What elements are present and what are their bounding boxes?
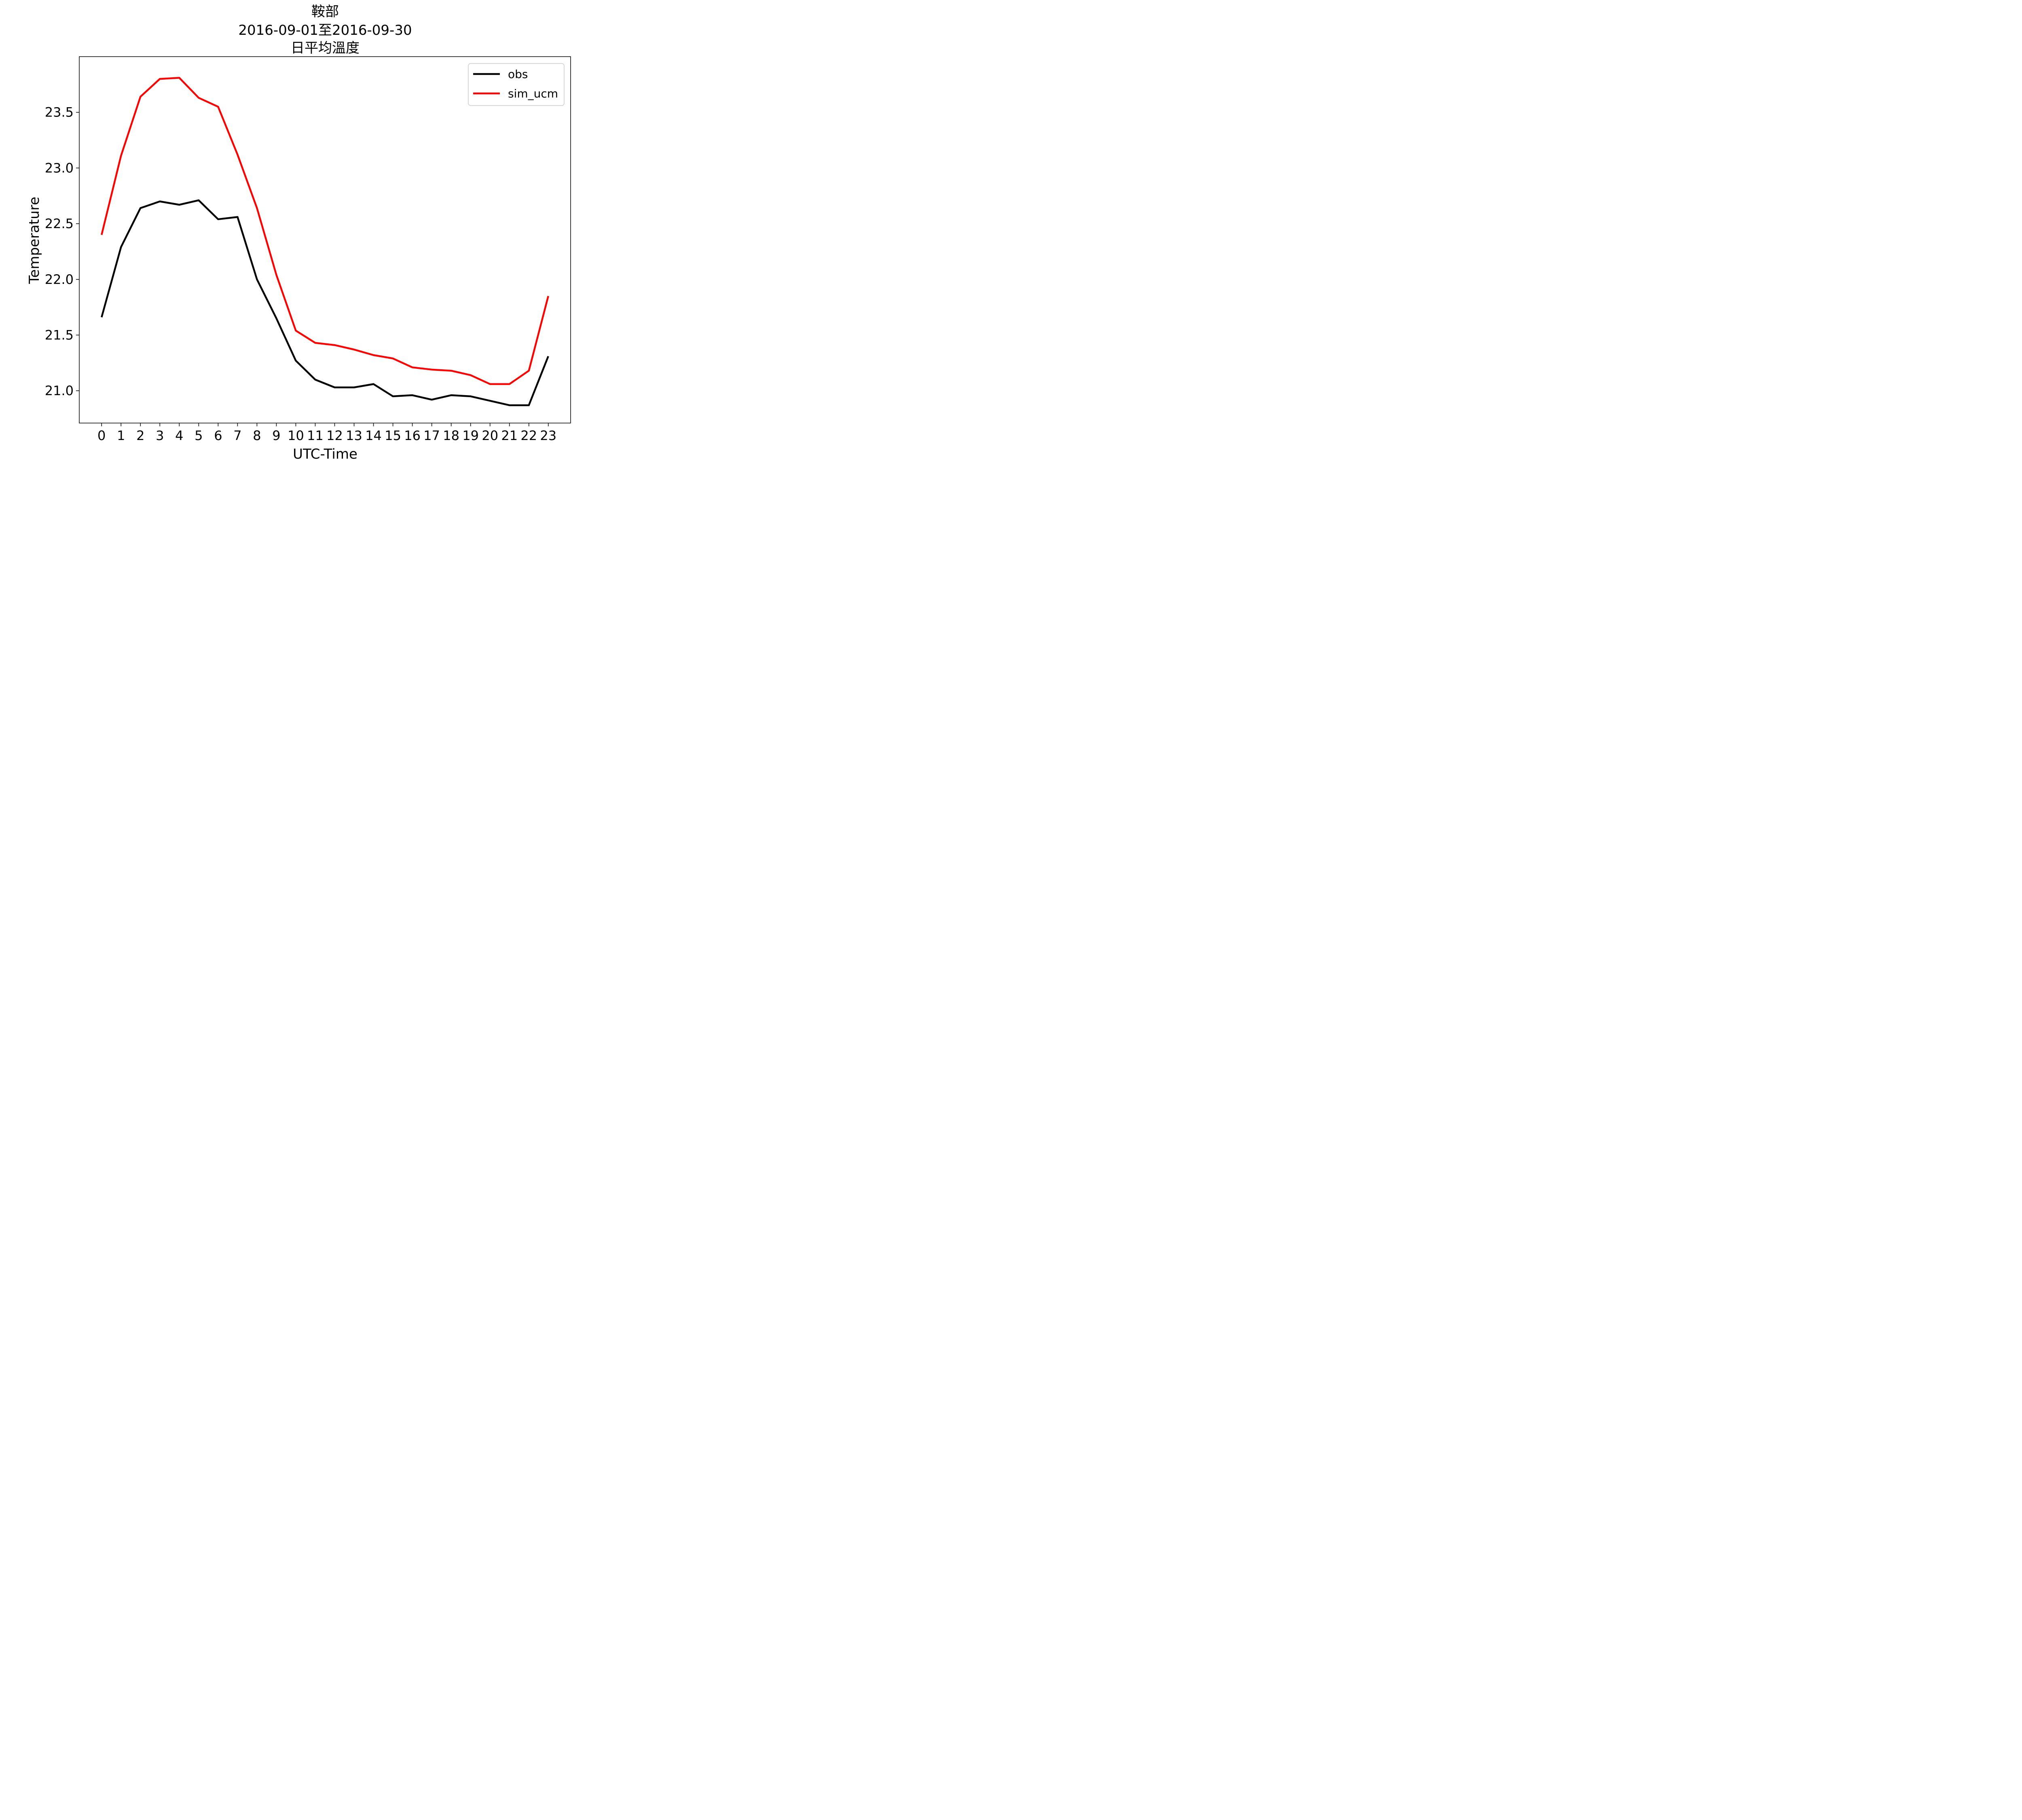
x-tick-label: 1 (117, 428, 125, 443)
x-tick-label: 3 (156, 428, 164, 443)
x-tick-label: 17 (423, 428, 440, 443)
legend-label-sim-ucm: sim_ucm (508, 87, 558, 100)
plot-area (79, 56, 571, 423)
x-tick-label: 0 (97, 428, 106, 443)
x-tick-label: 6 (214, 428, 222, 443)
x-tick-label: 2 (136, 428, 144, 443)
x-tick-label: 19 (462, 428, 479, 443)
x-axis-ticks: 0 1 2 3 4 5 6 7 8 9 10 11 12 13 14 15 16 17 18 19 20 21 22 23 (97, 423, 556, 443)
x-tick-label: 11 (307, 428, 324, 443)
y-tick-label: 22.5 (45, 216, 74, 231)
y-tick-label: 22.0 (45, 272, 74, 287)
y-tick-label: 23.0 (45, 160, 74, 176)
x-tick-label: 4 (175, 428, 183, 443)
chart-title-line-1: 鞍部 (311, 4, 339, 20)
y-axis-label: Temperature (26, 197, 42, 284)
x-tick-label: 5 (195, 428, 203, 443)
x-tick-label: 15 (385, 428, 401, 443)
series-line-obs (101, 199, 549, 406)
series-layer (101, 77, 549, 406)
x-tick-label: 14 (365, 428, 382, 443)
chart-title-line-2: 2016-09-01至2016-09-30 (238, 22, 412, 38)
x-tick-label: 22 (520, 428, 537, 443)
plot-frame (79, 56, 571, 423)
x-tick-label: 16 (404, 428, 421, 443)
x-tick-label: 8 (253, 428, 261, 443)
x-tick-label: 18 (443, 428, 459, 443)
x-tick-label: 9 (272, 428, 280, 443)
legend-label-obs: obs (508, 68, 528, 81)
x-axis-label: UTC-Time (293, 446, 357, 462)
x-tick-label: 23 (540, 428, 556, 443)
x-tick-label: 12 (326, 428, 343, 443)
y-tick-label: 23.5 (45, 105, 74, 120)
chart-title-line-3: 日平均溫度 (291, 40, 360, 56)
x-tick-label: 20 (482, 428, 498, 443)
y-tick-label: 21.0 (45, 383, 74, 398)
y-tick-label: 21.5 (45, 327, 74, 343)
legend: obs sim_ucm (468, 63, 565, 106)
series-line-sim-ucm (101, 77, 549, 385)
x-tick-label: 21 (501, 428, 518, 443)
y-axis-ticks: 21.0 21.5 22.0 22.5 23.0 23.5 (45, 105, 79, 398)
x-tick-label: 7 (233, 428, 241, 443)
x-tick-label: 13 (346, 428, 362, 443)
x-tick-label: 10 (288, 428, 304, 443)
